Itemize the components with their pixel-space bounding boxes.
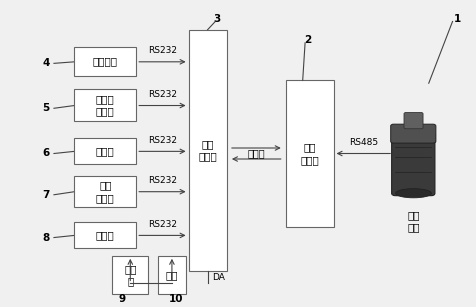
Bar — [286, 80, 333, 227]
Bar — [74, 47, 136, 76]
Text: 声纳
计算机: 声纳 计算机 — [300, 142, 318, 165]
Text: 光纤陀螺: 光纤陀螺 — [93, 56, 118, 66]
Text: 倾角
传感器: 倾角 传感器 — [96, 181, 114, 203]
Text: 推进
器: 推进 器 — [124, 264, 136, 286]
Text: 主控
计算机: 主控 计算机 — [198, 139, 217, 162]
FancyBboxPatch shape — [391, 133, 434, 196]
Text: 以太网: 以太网 — [247, 149, 265, 158]
FancyBboxPatch shape — [390, 124, 435, 143]
Text: 磁罗经: 磁罗经 — [96, 230, 114, 240]
Bar — [188, 30, 226, 271]
Bar — [74, 89, 136, 121]
Text: DA: DA — [212, 273, 225, 282]
Text: 多普勒
测速仪: 多普勒 测速仪 — [96, 94, 114, 117]
Text: 2: 2 — [303, 35, 310, 45]
Bar — [157, 256, 186, 294]
Text: RS232: RS232 — [148, 136, 177, 145]
Text: 3: 3 — [213, 14, 220, 24]
Text: RS232: RS232 — [148, 220, 177, 229]
Text: 舵翼: 舵翼 — [165, 270, 178, 280]
Bar — [112, 256, 148, 294]
Bar — [74, 138, 136, 164]
Text: RS485: RS485 — [348, 138, 377, 147]
Ellipse shape — [395, 188, 430, 198]
Bar — [74, 222, 136, 248]
Text: 迷你
声纳: 迷你 声纳 — [407, 210, 419, 232]
Text: 4: 4 — [42, 58, 50, 68]
Text: 8: 8 — [42, 232, 50, 243]
Text: 7: 7 — [42, 190, 50, 200]
Text: 10: 10 — [168, 294, 183, 304]
Text: 5: 5 — [42, 103, 50, 113]
Text: RS232: RS232 — [148, 46, 177, 55]
Text: RS232: RS232 — [148, 176, 177, 185]
Text: RS232: RS232 — [148, 90, 177, 99]
FancyBboxPatch shape — [403, 113, 422, 129]
Text: 1: 1 — [453, 14, 460, 24]
Text: 6: 6 — [42, 149, 50, 158]
Text: 高度计: 高度计 — [96, 146, 114, 156]
Bar — [74, 177, 136, 207]
Text: 9: 9 — [119, 294, 126, 304]
